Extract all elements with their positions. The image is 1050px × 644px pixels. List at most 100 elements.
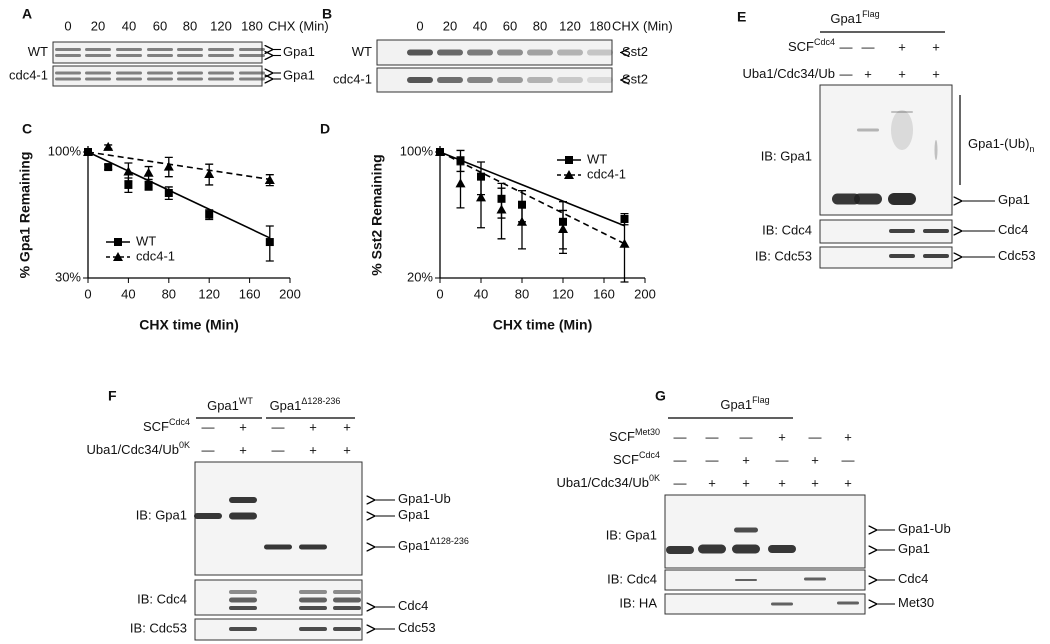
band bbox=[497, 77, 523, 83]
condition-sign: + bbox=[343, 442, 351, 457]
band-label-text: Cdc4 bbox=[998, 222, 1028, 237]
time-label: 120 bbox=[210, 18, 232, 33]
condition-sign: — bbox=[840, 66, 853, 81]
group-label-sup: Flag bbox=[752, 395, 770, 405]
band bbox=[557, 49, 583, 56]
group-label: Gpa1WT bbox=[207, 396, 253, 413]
data-point bbox=[619, 238, 630, 248]
row-label: cdc4-1 bbox=[333, 71, 372, 86]
blot-label: IB: Gpa1 bbox=[606, 527, 657, 542]
time-label: 0 bbox=[416, 18, 423, 33]
condition-sign: — bbox=[776, 452, 789, 467]
trend-line bbox=[87, 151, 270, 181]
y-tick-label: 30% bbox=[55, 269, 81, 284]
row-target: Gpa1 bbox=[283, 44, 315, 59]
condition-label: Uba1/Cdc34/Ub0K bbox=[556, 473, 660, 490]
x-tick-label: 120 bbox=[198, 286, 220, 301]
data-point bbox=[496, 204, 507, 214]
data-point bbox=[123, 166, 134, 176]
band-label: Cdc53 bbox=[998, 248, 1036, 263]
band-label-text: Gpa1 bbox=[398, 538, 430, 553]
error-bar bbox=[477, 174, 485, 229]
condition-label: SCFCdc4 bbox=[788, 37, 835, 54]
blot bbox=[819, 246, 953, 269]
band bbox=[229, 590, 257, 594]
row-label: cdc4-1 bbox=[9, 67, 48, 82]
group-label-sup: Δ128-236 bbox=[301, 396, 340, 406]
band bbox=[437, 49, 463, 56]
band bbox=[923, 254, 949, 258]
band-label-text: Cdc4 bbox=[898, 571, 928, 586]
row-label: WT bbox=[28, 44, 48, 59]
y-tick-label: 100% bbox=[48, 143, 82, 158]
condition-label-text: SCF bbox=[143, 419, 169, 434]
data-point bbox=[163, 161, 174, 171]
condition-sign: + bbox=[708, 475, 716, 490]
band-label-text: Cdc4 bbox=[398, 598, 428, 613]
row-target: Gpa1 bbox=[283, 67, 315, 82]
x-tick-label: 80 bbox=[515, 286, 529, 301]
blot bbox=[194, 461, 363, 576]
y-tick-label: 100% bbox=[400, 143, 434, 158]
x-tick-label: 160 bbox=[593, 286, 615, 301]
error-bar bbox=[497, 187, 506, 240]
band bbox=[407, 77, 433, 83]
condition-label-text: SCF bbox=[613, 452, 639, 467]
band-label: Cdc4 bbox=[998, 222, 1028, 237]
condition-sign: + bbox=[864, 66, 872, 81]
row-target: Sst2 bbox=[622, 44, 648, 59]
condition-label: Uba1/Cdc34/Ub bbox=[743, 66, 836, 81]
band-label: Gpa1 bbox=[398, 507, 430, 522]
group-label: Gpa1Flag bbox=[720, 395, 769, 412]
data-point bbox=[204, 169, 215, 179]
condition-label-text: Uba1/Cdc34/Ub bbox=[86, 442, 179, 457]
band bbox=[177, 54, 203, 57]
panel-letter: F bbox=[108, 388, 117, 404]
band bbox=[147, 77, 173, 81]
band bbox=[55, 71, 81, 75]
band-label: Gpa1-Ub bbox=[398, 491, 451, 506]
trend-line bbox=[439, 151, 625, 227]
condition-label: SCFMet30 bbox=[609, 427, 660, 444]
error-bar bbox=[620, 217, 629, 283]
legend-marker bbox=[565, 156, 573, 164]
group-label: Gpa1Flag bbox=[830, 9, 879, 26]
band bbox=[768, 545, 796, 553]
band bbox=[407, 49, 433, 56]
band bbox=[804, 577, 826, 581]
band bbox=[467, 49, 493, 56]
band bbox=[299, 590, 327, 594]
band bbox=[735, 579, 757, 581]
band bbox=[229, 627, 257, 631]
condition-sign: + bbox=[309, 419, 317, 434]
condition-sign: + bbox=[309, 442, 317, 457]
band bbox=[698, 544, 726, 554]
band-label-sub: n bbox=[1029, 144, 1034, 154]
condition-sign: + bbox=[343, 419, 351, 434]
band bbox=[333, 590, 361, 594]
data-point bbox=[83, 147, 93, 156]
band-label-text: Gpa1 bbox=[998, 192, 1030, 207]
condition-sign: — bbox=[272, 419, 285, 434]
band-label: Gpa1Δ128-236 bbox=[398, 536, 469, 553]
group-label-text: Gpa1 bbox=[830, 11, 862, 26]
time-unit: CHX (Min) bbox=[612, 18, 673, 33]
data-point bbox=[517, 216, 527, 226]
condition-sign: — bbox=[842, 452, 855, 467]
panel-letter: D bbox=[320, 121, 330, 137]
condition-label: SCFCdc4 bbox=[143, 417, 190, 434]
band bbox=[239, 77, 265, 81]
band bbox=[333, 597, 361, 603]
blot-label: IB: Cdc53 bbox=[130, 620, 187, 635]
condition-sign: — bbox=[674, 429, 687, 444]
time-label: 20 bbox=[443, 18, 457, 33]
condition-sign: + bbox=[898, 66, 906, 81]
band-label-text: Cdc53 bbox=[998, 248, 1036, 263]
time-label: 60 bbox=[503, 18, 517, 33]
band bbox=[832, 193, 860, 205]
data-point bbox=[164, 188, 173, 197]
band-label: Cdc4 bbox=[898, 571, 928, 586]
band bbox=[194, 513, 222, 519]
condition-sign: + bbox=[742, 475, 750, 490]
condition-sign: + bbox=[932, 39, 940, 54]
